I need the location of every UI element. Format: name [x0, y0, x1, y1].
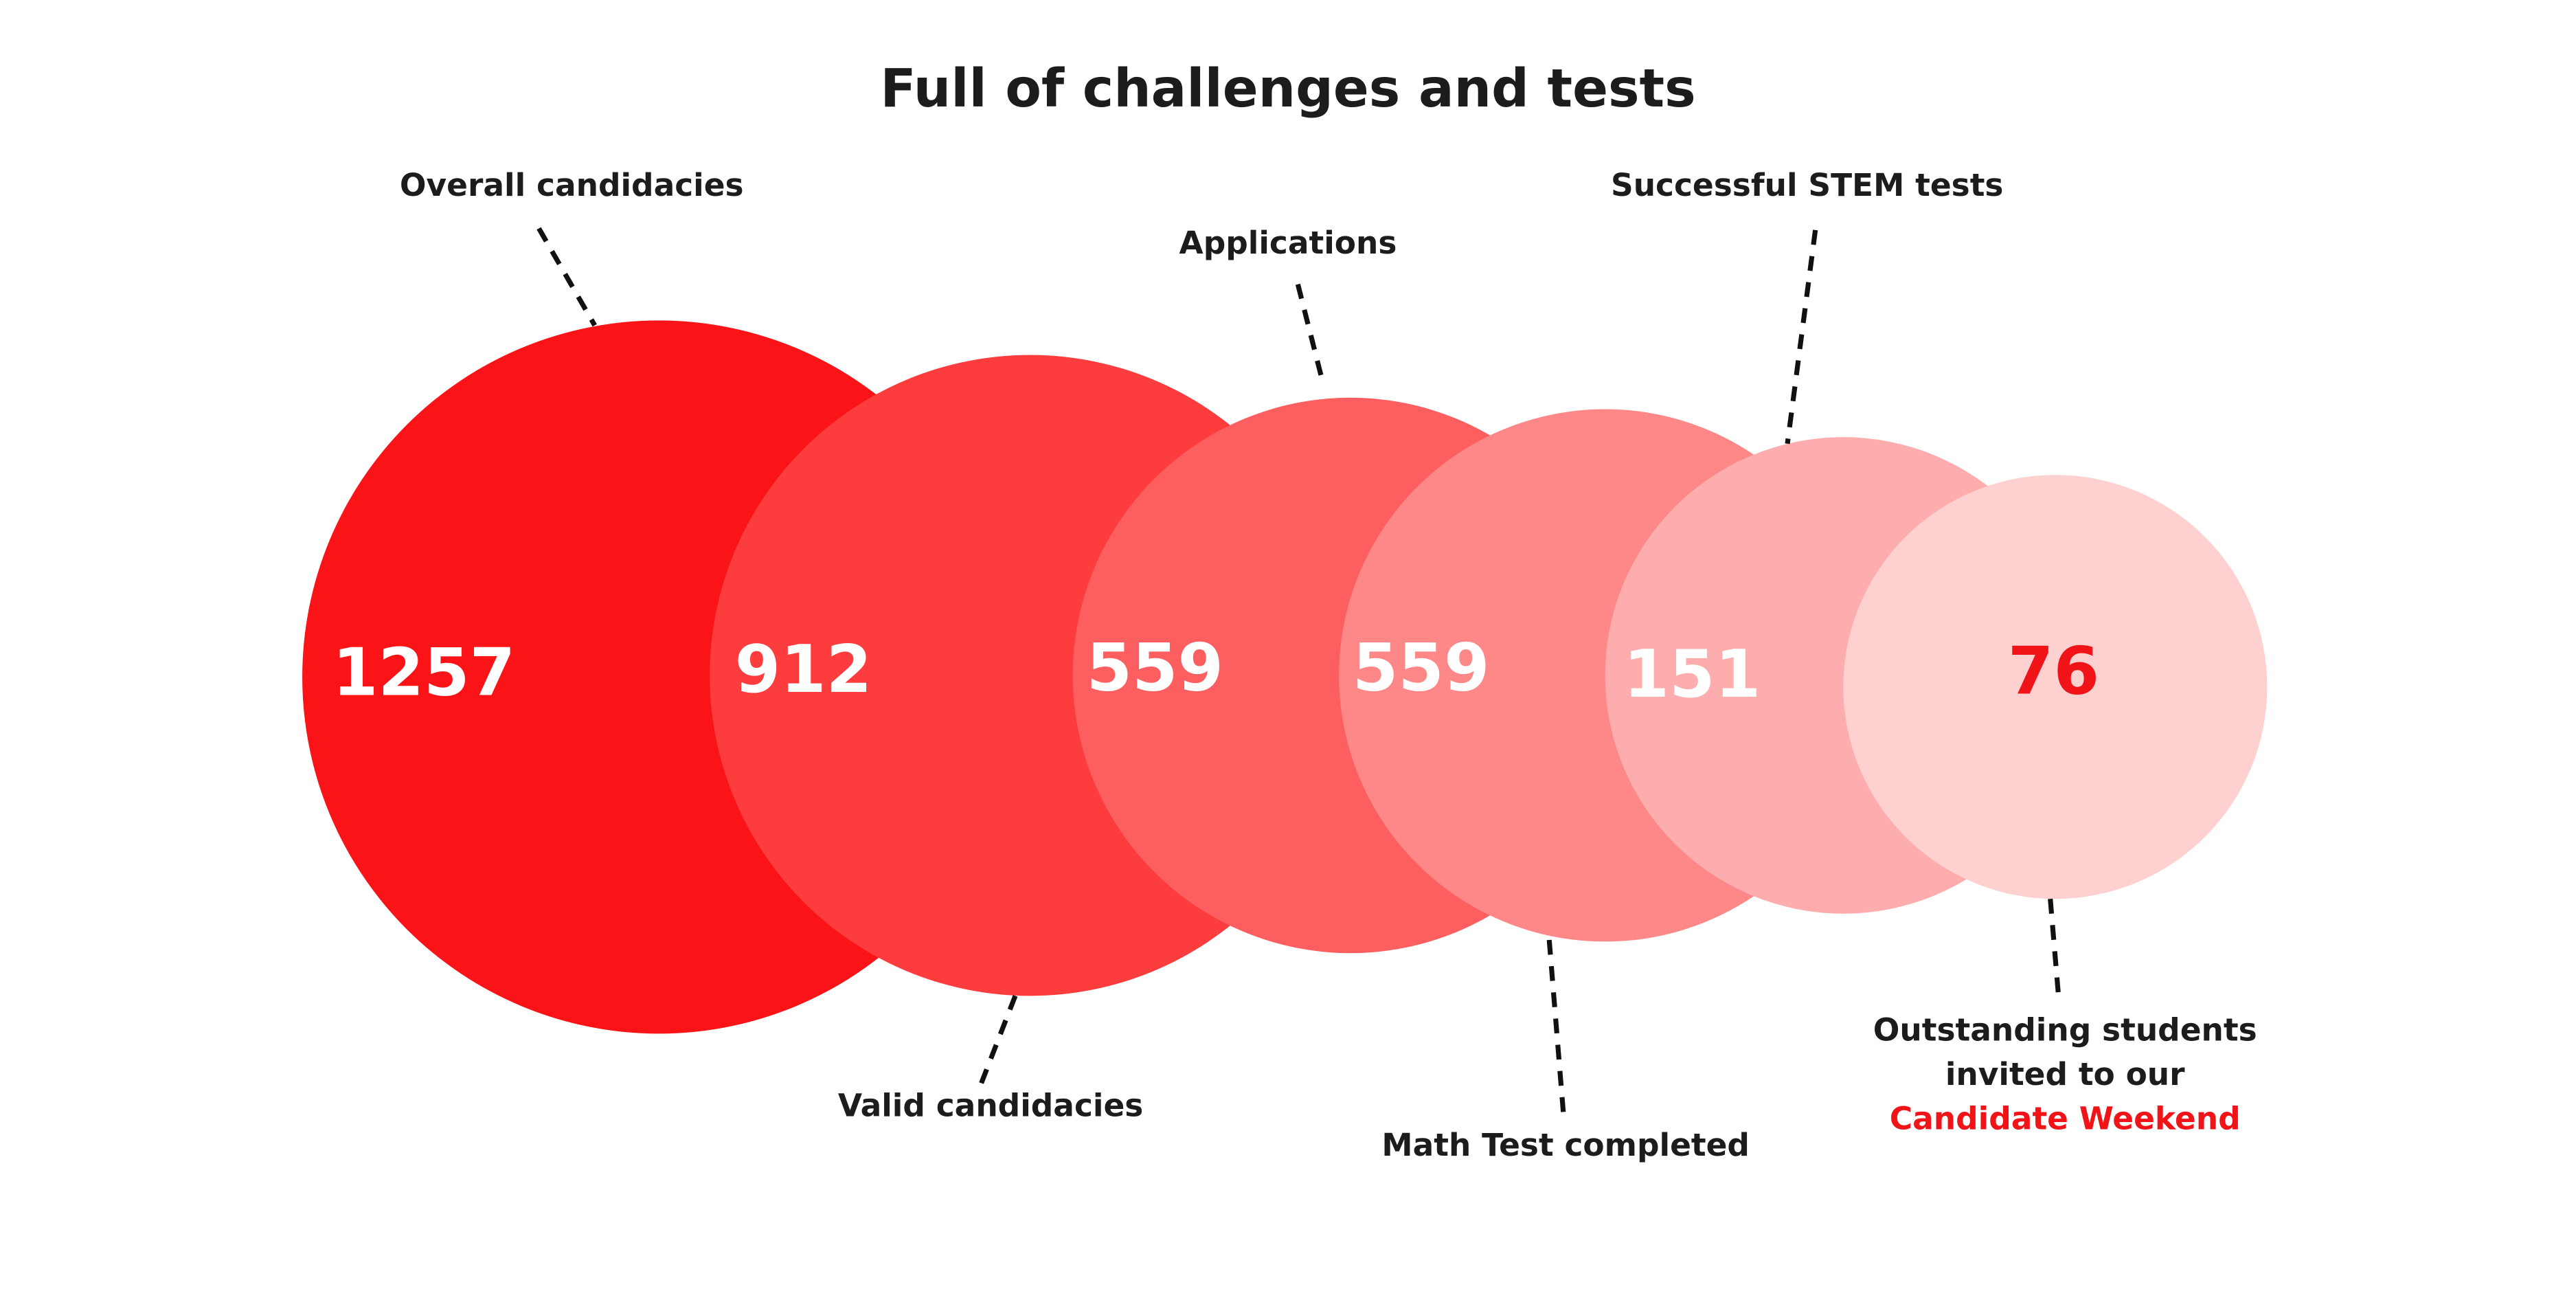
- stage-label: Overall candidacies: [400, 167, 744, 203]
- stage-label: Applications: [1179, 225, 1397, 261]
- connector: [1546, 939, 1567, 1121]
- stage-label: Successful STEM tests: [1611, 167, 2004, 203]
- stage-label: Outstanding students: [1873, 1011, 2257, 1048]
- stage-value: 151: [1623, 636, 1761, 713]
- stage-label: invited to our: [1945, 1056, 2185, 1092]
- connector: [2048, 898, 2061, 996]
- circle: [1843, 475, 2268, 899]
- stage-label: Math Test completed: [1381, 1127, 1750, 1163]
- connector: [1785, 229, 1818, 445]
- stage-label-highlight: Candidate Weekend: [1890, 1101, 2241, 1137]
- stage-value: 76: [2008, 632, 2099, 709]
- connector: [978, 995, 1018, 1086]
- connector: [1295, 283, 1325, 382]
- stage-value: 1257: [332, 634, 515, 711]
- stage-value: 912: [735, 631, 872, 708]
- title: Full of challenges and tests: [880, 58, 1695, 120]
- stage-value: 559: [1353, 629, 1490, 706]
- stage-value: 559: [1086, 629, 1223, 706]
- stage-label: Valid candidacies: [838, 1087, 1143, 1123]
- connector: [536, 227, 597, 327]
